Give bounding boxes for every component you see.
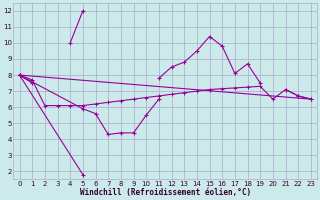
X-axis label: Windchill (Refroidissement éolien,°C): Windchill (Refroidissement éolien,°C) [80,188,251,197]
